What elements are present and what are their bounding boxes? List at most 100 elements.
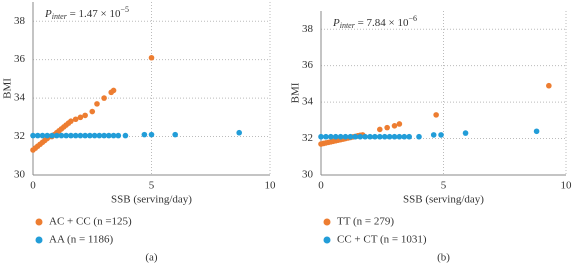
legend-marker <box>323 218 331 226</box>
point <box>53 132 60 139</box>
point <box>82 112 88 119</box>
point <box>96 132 103 139</box>
y-tick-label: 36 <box>302 59 314 71</box>
x-tick-label: 10 <box>561 180 572 192</box>
legend-label: AA (n = 1186) <box>49 234 113 246</box>
point <box>110 132 117 139</box>
x-tick-label: 10 <box>265 180 277 192</box>
point <box>236 129 242 136</box>
point <box>357 133 364 140</box>
point <box>546 82 552 89</box>
point <box>332 133 339 140</box>
point <box>384 124 390 131</box>
point <box>406 133 413 140</box>
point <box>386 133 393 140</box>
point <box>396 121 403 127</box>
point <box>77 132 84 139</box>
legend-label: CC + CT (n = 1031) <box>337 234 427 246</box>
annotation-part: P <box>44 8 52 20</box>
caption: (a) <box>145 252 158 264</box>
point <box>362 133 368 140</box>
point <box>377 133 383 140</box>
legend-label: AC + CC (n =125) <box>49 216 132 228</box>
legend-label: TT (n = 279) <box>337 216 394 228</box>
y-tick-label: 34 <box>14 92 26 104</box>
point <box>342 133 349 140</box>
y-tick-label: 38 <box>14 15 26 27</box>
legend-marker <box>323 236 331 244</box>
point <box>148 54 155 61</box>
point <box>115 132 122 139</box>
point <box>381 133 388 140</box>
point <box>89 108 96 115</box>
y-tick-label: 34 <box>302 96 314 108</box>
annotation: Pinter = 7.84 × 10−6 <box>332 14 417 30</box>
x-tick-label: 5 <box>441 180 447 192</box>
annotation-part: P <box>332 17 340 29</box>
point <box>141 131 148 138</box>
x-tick-label: 0 <box>30 180 36 192</box>
point <box>416 133 422 140</box>
y-axis-label: BMI <box>290 82 302 103</box>
point <box>110 87 117 94</box>
point <box>58 132 65 139</box>
point <box>63 132 69 139</box>
annotation: Pinter = 1.47 × 10−5 <box>44 5 129 21</box>
point <box>391 133 398 140</box>
point <box>433 112 439 118</box>
point <box>39 132 46 139</box>
annotation-part: inter <box>340 21 356 30</box>
y-tick-label: 32 <box>302 132 313 144</box>
point <box>367 133 373 140</box>
annotation-part: −5 <box>121 5 130 14</box>
point <box>401 133 408 140</box>
y-tick-label: 30 <box>302 169 314 181</box>
y-tick-label: 38 <box>302 23 314 35</box>
annotation-part: = 1.47 × 10 <box>67 8 121 20</box>
annotation-part: inter <box>52 12 68 21</box>
point <box>533 128 540 135</box>
point <box>148 131 155 138</box>
point <box>337 133 344 140</box>
point <box>49 132 55 139</box>
point <box>72 116 79 123</box>
annotation-part: = 7.84 × 10 <box>355 17 409 29</box>
caption: (b) <box>437 252 450 264</box>
point <box>77 114 84 121</box>
point <box>172 131 178 138</box>
point <box>30 132 36 139</box>
point <box>438 132 444 138</box>
point <box>122 132 129 139</box>
point <box>44 132 51 139</box>
y-tick-label: 36 <box>14 53 26 65</box>
point <box>91 132 98 139</box>
point <box>101 132 107 139</box>
point <box>34 132 41 139</box>
point <box>68 132 74 139</box>
point <box>377 126 383 133</box>
point <box>94 101 100 107</box>
point <box>87 132 93 139</box>
point <box>82 132 88 139</box>
point <box>323 133 329 140</box>
x-axis-label: SSB (serving/day) <box>403 194 484 206</box>
legend-marker <box>35 236 43 244</box>
point <box>352 133 359 140</box>
annotation-part: −6 <box>409 14 418 23</box>
x-tick-label: 0 <box>318 180 324 192</box>
point <box>328 133 334 140</box>
point <box>396 133 403 140</box>
point <box>430 132 437 138</box>
point <box>106 132 112 139</box>
point <box>318 133 324 140</box>
x-tick-label: 5 <box>149 180 155 192</box>
x-axis-label: SSB (serving/day) <box>111 194 192 206</box>
point <box>372 133 378 140</box>
point <box>101 95 107 101</box>
y-tick-label: 32 <box>14 130 25 142</box>
y-axis-label: BMI <box>2 78 14 99</box>
point <box>347 133 354 140</box>
point <box>391 123 398 129</box>
legend-marker <box>35 218 43 226</box>
